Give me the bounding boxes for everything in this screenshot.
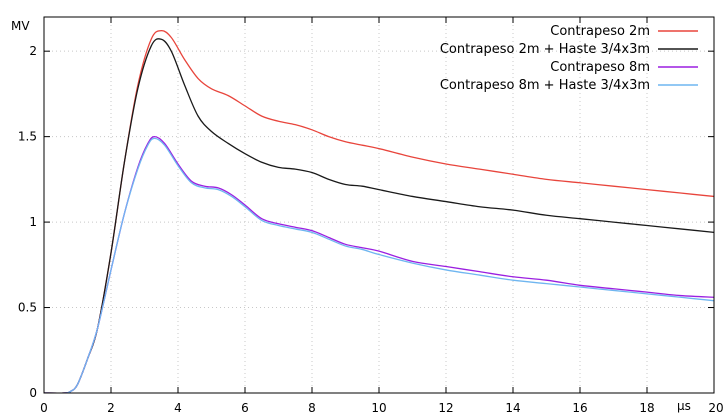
x-tick-label: 2 (107, 401, 115, 415)
series-lines (44, 30, 714, 393)
x-tick-label: 4 (174, 401, 182, 415)
series-line-3 (44, 135, 714, 393)
y-tick-label: 2 (29, 44, 37, 58)
x-tick-label: 6 (241, 401, 249, 415)
y-tick-label: 1 (29, 215, 37, 229)
y-tick-label: 1.5 (18, 130, 37, 144)
legend-item: Contrapeso 8m + Haste 3/4x3m (440, 78, 698, 93)
legend-item: Contrapeso 2m (550, 24, 698, 39)
axis-ticks: 0 2 4 6 8 10 12 14 16 18 20 0 0.5 1 1.5 2 (18, 17, 724, 415)
x-tick-label: 8 (308, 401, 316, 415)
legend-label: Contrapeso 8m + Haste 3/4x3m (440, 78, 650, 93)
x-unit-label: µs (677, 399, 691, 413)
x-tick-label: 12 (438, 401, 453, 415)
x-tick-label: 20 (708, 401, 723, 415)
y-unit-label: MV (11, 19, 30, 33)
legend-label: Contrapeso 8m (550, 60, 650, 75)
legend-label: Contrapeso 2m (550, 24, 650, 39)
legend-item: Contrapeso 2m + Haste 3/4x3m (440, 42, 698, 57)
x-tick-label: 0 (40, 401, 48, 415)
x-tick-label: 18 (639, 401, 654, 415)
y-tick-label: 0.5 (18, 301, 37, 315)
legend: Contrapeso 2m Contrapeso 2m + Haste 3/4x3… (440, 24, 698, 93)
series-line-2 (44, 38, 714, 393)
y-tick-label: 0 (29, 386, 37, 400)
legend-item: Contrapeso 8m (550, 60, 698, 75)
x-tick-label: 14 (505, 401, 520, 415)
legend-label: Contrapeso 2m + Haste 3/4x3m (440, 42, 650, 57)
series-line-4 (44, 137, 714, 393)
x-tick-label: 10 (371, 401, 386, 415)
x-tick-label: 16 (572, 401, 587, 415)
